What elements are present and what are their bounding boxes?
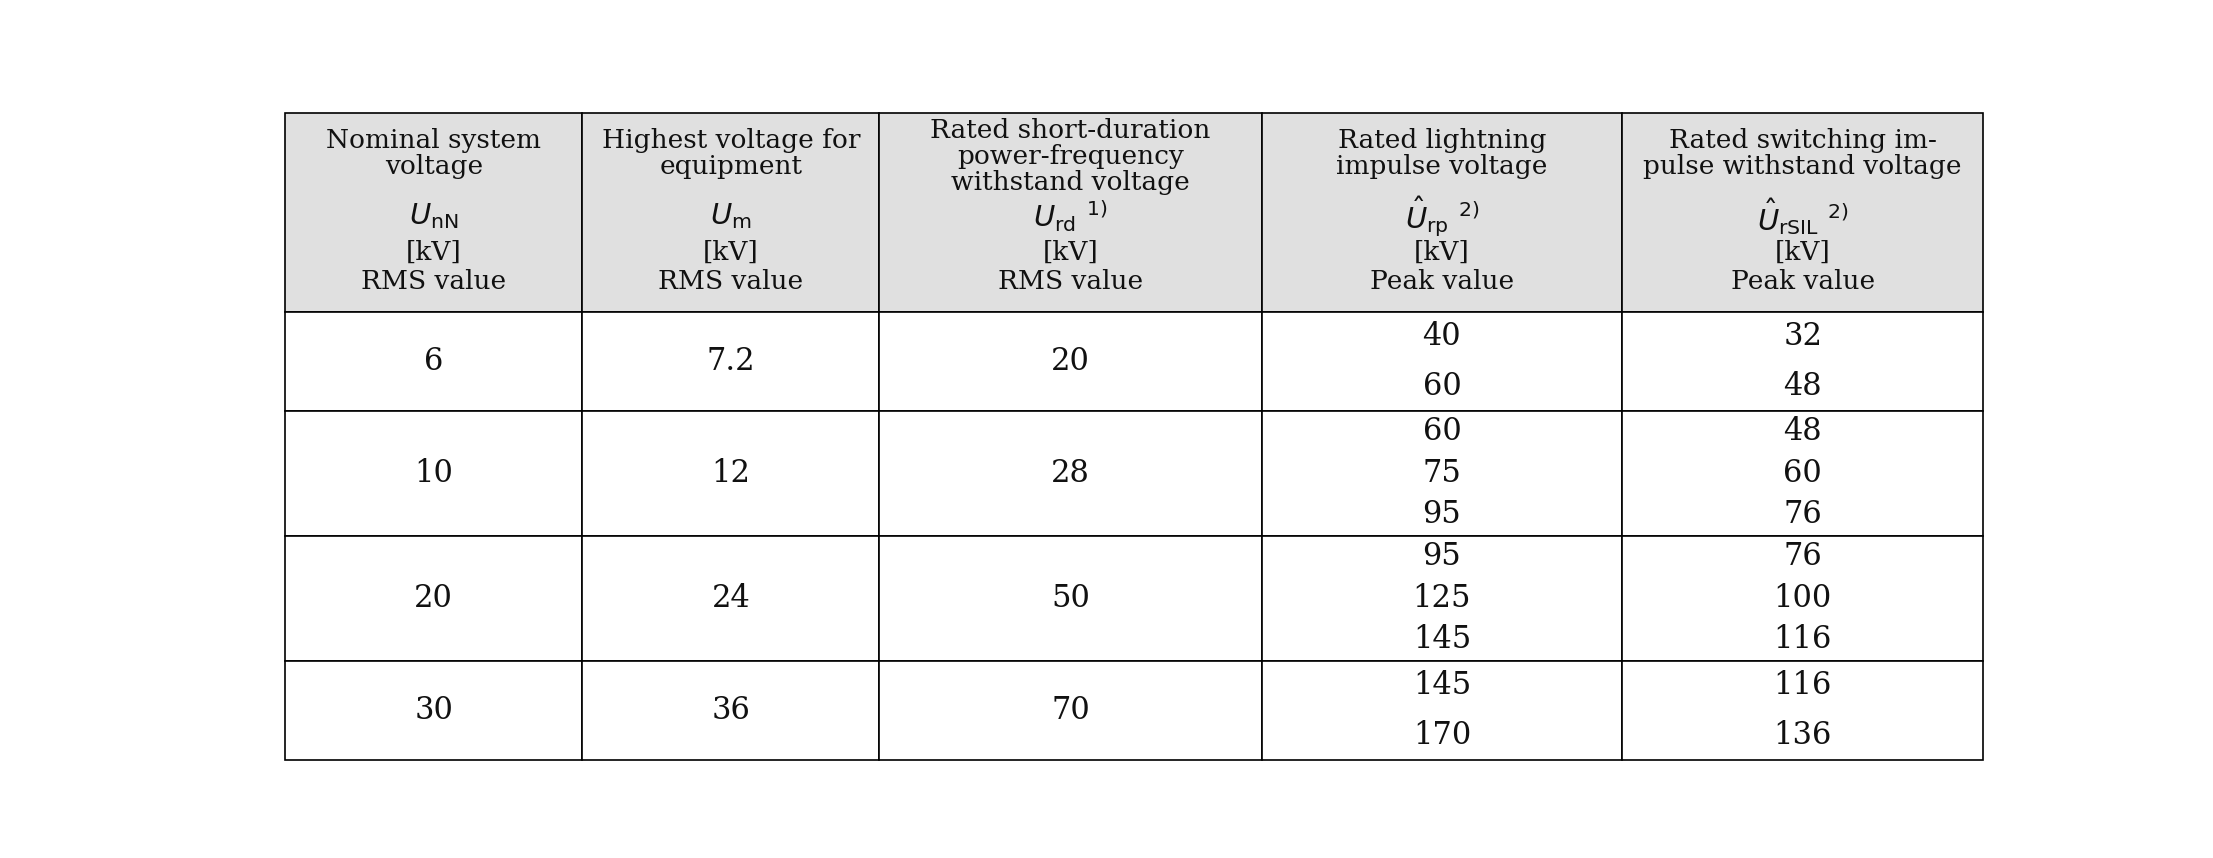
Text: 145: 145 [1412, 625, 1472, 656]
Text: 60: 60 [1784, 458, 1821, 489]
Text: RMS value: RMS value [657, 269, 803, 294]
Bar [879, 536, 1261, 661]
Text: 6: 6 [425, 346, 443, 377]
Text: [kV]: [kV] [1775, 239, 1830, 264]
Text: 32: 32 [1784, 321, 1821, 352]
Text: 28: 28 [1051, 458, 1091, 489]
Text: $\hat{U}_\mathregular{rSIL}\ ^{2)}$: $\hat{U}_\mathregular{rSIL}\ ^{2)}$ [1757, 196, 1848, 237]
Text: 60: 60 [1423, 416, 1461, 447]
Bar [1622, 536, 1983, 661]
Text: 60: 60 [1423, 371, 1461, 402]
Text: 12: 12 [710, 458, 750, 489]
Text: 125: 125 [1412, 583, 1472, 613]
Text: 36: 36 [710, 695, 750, 726]
Text: RMS value: RMS value [361, 269, 507, 294]
Bar [1261, 661, 1622, 760]
Text: Highest voltage for: Highest voltage for [602, 128, 861, 154]
Text: impulse voltage: impulse voltage [1337, 154, 1547, 179]
Bar [1261, 411, 1622, 536]
Bar [879, 411, 1261, 536]
Bar [582, 661, 879, 760]
Text: Rated short-duration: Rated short-duration [929, 118, 1211, 143]
Text: Peak value: Peak value [1370, 269, 1514, 294]
Text: Nominal system: Nominal system [325, 128, 542, 154]
Bar [285, 661, 582, 760]
Text: RMS value: RMS value [998, 269, 1144, 294]
Text: 145: 145 [1412, 670, 1472, 701]
Text: 95: 95 [1423, 541, 1461, 572]
Text: 30: 30 [414, 695, 454, 726]
Bar [582, 311, 879, 411]
Text: $U_\mathregular{nN}$: $U_\mathregular{nN}$ [409, 202, 458, 231]
Text: 24: 24 [713, 583, 750, 613]
Text: 70: 70 [1051, 695, 1089, 726]
Text: 20: 20 [414, 583, 454, 613]
Bar [1261, 113, 1622, 311]
Text: 100: 100 [1773, 583, 1832, 613]
Bar [582, 113, 879, 311]
Text: voltage: voltage [385, 154, 482, 179]
Text: power-frequency: power-frequency [956, 144, 1184, 169]
Text: Rated switching im-: Rated switching im- [1669, 128, 1936, 154]
Text: 76: 76 [1784, 499, 1821, 530]
Text: 50: 50 [1051, 583, 1091, 613]
Bar [879, 113, 1261, 311]
Text: 116: 116 [1773, 625, 1832, 656]
Text: 95: 95 [1423, 499, 1461, 530]
Text: [kV]: [kV] [704, 239, 759, 264]
Text: 10: 10 [414, 458, 454, 489]
Text: 48: 48 [1784, 371, 1821, 402]
Text: 76: 76 [1784, 541, 1821, 572]
Bar [1622, 661, 1983, 760]
Text: Peak value: Peak value [1731, 269, 1874, 294]
Text: $U_\mathregular{rd}\ ^{1)}$: $U_\mathregular{rd}\ ^{1)}$ [1033, 198, 1109, 234]
Bar [285, 311, 582, 411]
Bar [285, 113, 582, 311]
Text: 75: 75 [1423, 458, 1461, 489]
Text: equipment: equipment [659, 154, 803, 179]
Text: 48: 48 [1784, 416, 1821, 447]
Text: [kV]: [kV] [1414, 239, 1469, 264]
Bar [1622, 411, 1983, 536]
Bar [1261, 311, 1622, 411]
Bar [582, 411, 879, 536]
Text: 170: 170 [1412, 720, 1472, 751]
Bar [582, 536, 879, 661]
Bar [1261, 536, 1622, 661]
Bar [1622, 113, 1983, 311]
Text: $U_\mathregular{m}$: $U_\mathregular{m}$ [710, 202, 752, 231]
Text: 7.2: 7.2 [706, 346, 755, 377]
Text: $\hat{U}_\mathregular{rp}\ ^{2)}$: $\hat{U}_\mathregular{rp}\ ^{2)}$ [1405, 194, 1478, 239]
Text: withstand voltage: withstand voltage [952, 170, 1191, 195]
Text: 136: 136 [1773, 720, 1832, 751]
Text: [kV]: [kV] [1042, 239, 1098, 264]
Text: Rated lightning: Rated lightning [1337, 128, 1547, 154]
Text: 116: 116 [1773, 670, 1832, 701]
Bar [879, 661, 1261, 760]
Text: pulse withstand voltage: pulse withstand voltage [1644, 154, 1963, 179]
Bar [879, 311, 1261, 411]
Bar [285, 536, 582, 661]
Text: 40: 40 [1423, 321, 1461, 352]
Bar [1622, 311, 1983, 411]
Bar [285, 411, 582, 536]
Text: 20: 20 [1051, 346, 1091, 377]
Text: [kV]: [kV] [405, 239, 463, 264]
